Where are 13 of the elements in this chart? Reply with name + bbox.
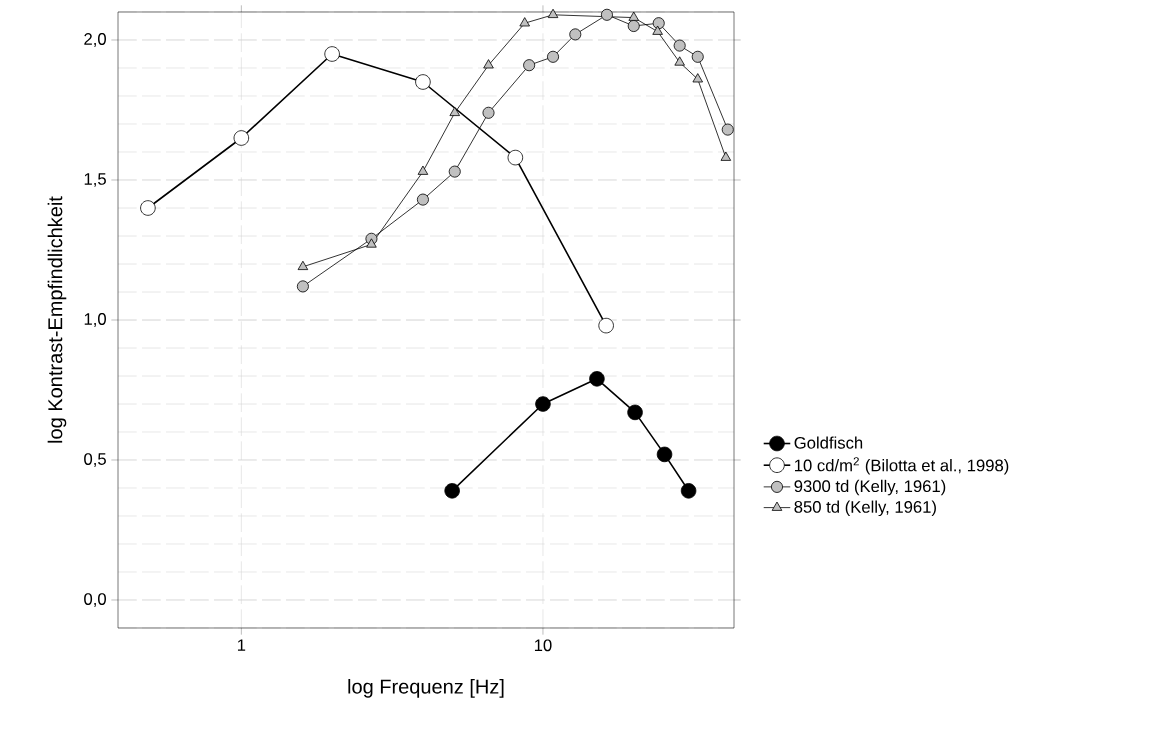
y-tick-label: 0,5 xyxy=(84,453,106,467)
legend-label: 10 cd/m$^{2}$ (Bilotta et al., 1998) xyxy=(795,457,1009,475)
legend-label: Goldfisch xyxy=(794,436,863,449)
x-axis-title: log Frequenz [Hz] xyxy=(348,679,504,698)
legend-label: 850 td (Kelly, 1961) xyxy=(794,500,936,517)
y-tick-label: 2,0 xyxy=(84,33,106,47)
x-tick-label: 10 xyxy=(534,639,552,652)
y-tick-label: 1,5 xyxy=(84,173,106,187)
y-tick-label: 1,0 xyxy=(84,313,106,327)
y-tick-label: 0,0 xyxy=(84,593,106,607)
y-axis-title: log Kontrast-Empfindlichkeit xyxy=(47,196,67,443)
x-tick-label: 1 xyxy=(237,639,246,651)
legend-label: 9300 td (Kelly, 1961) xyxy=(794,479,946,496)
